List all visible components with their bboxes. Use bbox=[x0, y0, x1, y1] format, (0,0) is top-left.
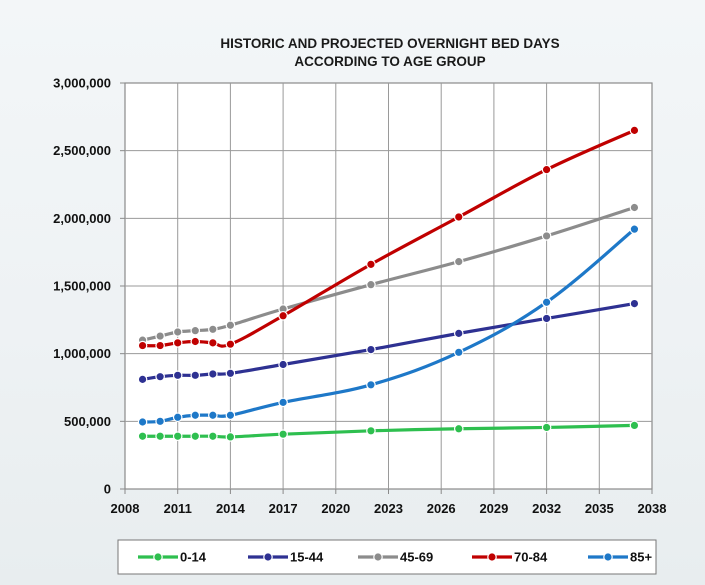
data-point bbox=[190, 370, 201, 381]
data-point bbox=[137, 340, 148, 351]
x-tick-label: 2029 bbox=[479, 501, 508, 516]
data-point bbox=[208, 410, 218, 421]
data-point bbox=[190, 336, 201, 347]
data-point bbox=[629, 224, 640, 234]
data-point bbox=[190, 431, 201, 442]
legend-swatch-marker bbox=[603, 552, 613, 562]
data-point bbox=[453, 256, 464, 267]
x-tick-label: 2020 bbox=[321, 501, 350, 516]
legend: 0-14 15-44 45-69 70-84 85+ bbox=[138, 550, 652, 565]
legend-swatch-marker bbox=[487, 552, 497, 562]
legend-item-45-69: 45-69 bbox=[358, 550, 433, 565]
legend-label: 70-84 bbox=[514, 550, 548, 565]
data-point bbox=[278, 359, 288, 370]
legend-swatch-marker bbox=[373, 552, 383, 562]
data-point bbox=[541, 164, 552, 175]
data-point bbox=[629, 298, 640, 309]
x-tick-label: 2038 bbox=[638, 501, 667, 516]
y-tick-label: 1,000,000 bbox=[53, 346, 111, 361]
data-point bbox=[172, 327, 183, 337]
series-70-84 bbox=[137, 125, 640, 351]
x-tick-label: 2026 bbox=[427, 501, 456, 516]
data-point bbox=[453, 347, 464, 358]
data-point bbox=[208, 338, 218, 348]
x-tick-label: 2032 bbox=[532, 501, 561, 516]
y-axis-ticks: 0 500,000 1,000,000 1,500,000 2,000,000 2,500… bbox=[53, 76, 125, 497]
data-point bbox=[541, 297, 552, 308]
x-tick-label: 2014 bbox=[216, 501, 246, 516]
legend-label: 85+ bbox=[630, 550, 652, 565]
data-point bbox=[155, 331, 165, 341]
data-point bbox=[366, 259, 376, 270]
data-point bbox=[453, 328, 464, 339]
data-point bbox=[155, 340, 165, 351]
data-point bbox=[225, 320, 236, 331]
chart-subtitle: ACCORDING TO AGE GROUP bbox=[294, 54, 485, 69]
x-tick-label: 2017 bbox=[269, 501, 298, 516]
data-point bbox=[172, 412, 183, 423]
data-point bbox=[208, 369, 218, 379]
data-point bbox=[190, 410, 201, 421]
data-point bbox=[225, 368, 236, 379]
data-point bbox=[278, 397, 288, 408]
data-point bbox=[629, 420, 640, 431]
data-point bbox=[208, 431, 218, 442]
legend-swatch-marker bbox=[263, 552, 273, 562]
y-tick-label: 0 bbox=[104, 482, 111, 497]
data-point bbox=[172, 431, 183, 442]
series-0-14 bbox=[137, 420, 640, 442]
data-point bbox=[541, 313, 552, 324]
legend-item-85+: 85+ bbox=[588, 550, 652, 565]
data-point bbox=[366, 426, 376, 436]
data-point bbox=[453, 212, 464, 222]
legend-item-70-84: 70-84 bbox=[472, 550, 548, 565]
x-tick-label: 2011 bbox=[164, 501, 192, 516]
data-point bbox=[629, 125, 640, 136]
y-tick-label: 2,000,000 bbox=[53, 211, 111, 226]
x-axis-ticks: 2008 2011 2014 2017 2020 2023 2026 2029 2032 2035… bbox=[111, 489, 667, 516]
legend-label: 0-14 bbox=[180, 550, 207, 565]
legend-label: 45-69 bbox=[400, 550, 433, 565]
data-point bbox=[190, 325, 201, 336]
y-tick-label: 1,500,000 bbox=[53, 279, 111, 294]
legend-swatch-marker bbox=[153, 552, 163, 562]
x-tick-label: 2008 bbox=[111, 501, 140, 516]
data-point bbox=[137, 431, 148, 442]
legend-item-15-44: 15-44 bbox=[248, 550, 324, 565]
y-tick-label: 3,000,000 bbox=[53, 76, 111, 91]
data-point bbox=[137, 374, 148, 385]
data-point bbox=[541, 422, 552, 433]
data-point bbox=[172, 370, 183, 381]
data-point bbox=[366, 344, 376, 355]
data-point bbox=[366, 379, 376, 390]
data-point bbox=[541, 231, 552, 241]
chart-title: HISTORIC AND PROJECTED OVERNIGHT BED DAY… bbox=[220, 36, 559, 51]
series-lines bbox=[137, 125, 640, 442]
data-point bbox=[278, 310, 288, 321]
series-45-69 bbox=[137, 202, 640, 345]
legend-label: 15-44 bbox=[290, 550, 324, 565]
x-tick-label: 2035 bbox=[585, 501, 614, 516]
data-point bbox=[137, 417, 148, 427]
legend-item-0-14: 0-14 bbox=[138, 550, 207, 565]
series-15-44 bbox=[137, 298, 640, 385]
series-85+ bbox=[137, 224, 640, 427]
data-point bbox=[278, 429, 288, 439]
data-point bbox=[629, 202, 640, 213]
y-tick-label: 2,500,000 bbox=[53, 143, 111, 158]
data-point bbox=[172, 338, 183, 348]
data-point bbox=[366, 279, 376, 290]
data-point bbox=[453, 423, 464, 434]
data-point bbox=[155, 416, 165, 427]
x-tick-label: 2023 bbox=[374, 501, 403, 516]
data-point bbox=[155, 431, 165, 442]
data-point bbox=[155, 371, 165, 382]
data-point bbox=[208, 324, 218, 335]
data-point bbox=[225, 410, 236, 421]
data-point bbox=[225, 432, 236, 442]
data-point bbox=[225, 339, 236, 349]
y-tick-label: 500,000 bbox=[64, 414, 111, 429]
